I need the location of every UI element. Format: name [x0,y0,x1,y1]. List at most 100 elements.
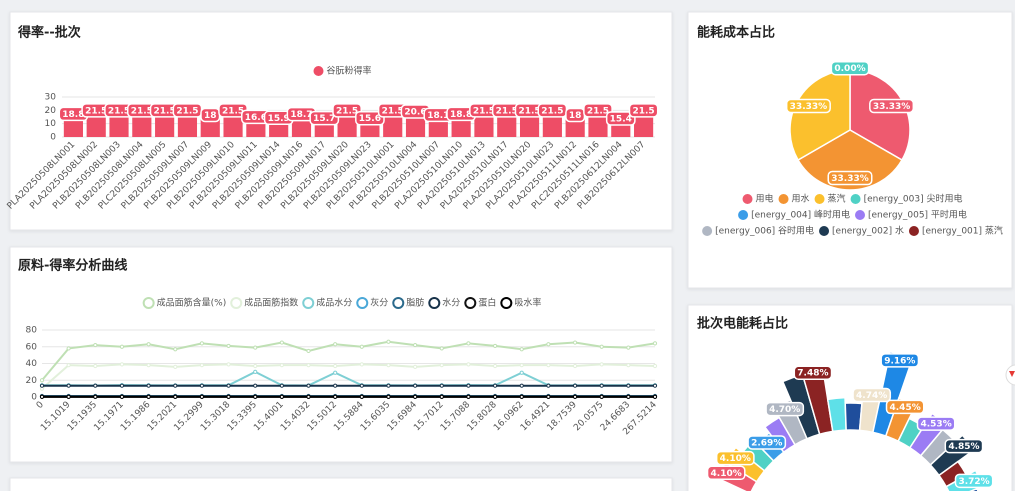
legend-icon [313,66,324,76]
line-point [93,383,98,388]
side-button[interactable] [1005,364,1015,386]
data-label-box [793,365,833,380]
legend-icon [302,297,315,309]
data-label: 21.5 [632,106,654,116]
legend-label: 谷朊粉得率 [326,65,371,77]
data-label: 4.45% [890,403,921,413]
data-label-box [332,103,362,118]
line [41,340,656,381]
line-point [572,363,578,369]
data-label: 18 [204,111,217,121]
legend-icon [738,210,749,220]
card-title: 批次电能耗占比 [697,316,788,332]
y-tick-label: 0 [31,393,37,403]
line-point [146,394,151,399]
line-point [253,369,258,374]
card [9,477,673,491]
legend-icon [428,297,441,309]
data-label: 4.53% [920,420,951,430]
line-point [413,342,418,348]
line-point [199,363,205,368]
line-point [626,394,631,399]
data-label: 21.5 [587,106,609,116]
line-point [173,347,178,352]
data-label-box [880,353,920,368]
line-point [359,344,364,349]
line-point [146,342,151,347]
legend-label: [energy_005] 平时用电 [868,209,967,221]
card [9,246,673,463]
legend-icon [742,194,753,204]
line-point [279,383,284,388]
legend-icon [392,297,405,309]
line-point [626,363,631,368]
data-label: 4.74% [856,391,887,401]
data-label: 33.33% [873,102,911,112]
y-tick-label: 60 [26,342,38,352]
data-label: 33.33% [831,174,869,184]
line-point [173,394,178,399]
legend-label: 蛋白 [478,297,496,309]
line-point [519,383,524,388]
legend-item: [energy_006] 谷时用电 [702,225,814,237]
legend-item: 灰分 [356,297,388,309]
line-point [572,383,578,388]
data-label-box [583,103,613,118]
legend-label: [energy_002] 水 [832,225,904,237]
line-point [439,363,444,368]
data-label: 21.5 [108,106,130,116]
line-point [199,383,205,388]
data-label-box [944,438,984,454]
legend-label: [energy_003] 尖时用电 [864,193,963,205]
data-label: 21.5 [496,106,518,116]
legend-icon [850,194,861,204]
line-point [146,363,151,368]
data-label-box [605,111,636,126]
data-label: 21.5 [382,106,404,116]
legend-label: 成品面筋指数 [244,297,298,309]
data-label: 15.7 [313,114,335,124]
legend-label: 蒸汽 [828,193,846,205]
legend-item: [energy_003] 尖时用电 [850,193,963,205]
rose-chart: 4.10%4.10%2.69%4.70%7.48%4.74%9.16%4.45%… [706,350,994,491]
line-point [146,383,151,388]
line-point [359,362,364,367]
line-point [386,394,391,399]
line-point [226,383,231,388]
legend-item: [energy_001] 蒸汽 [908,225,1003,237]
legend-icon [814,194,825,204]
legend-item: [energy_004] 峰时用电 [738,209,850,221]
data-label-box [869,98,915,114]
line-point [253,363,258,369]
line-point [333,342,338,347]
data-label-box [706,465,746,481]
card-title: 原料-得率分析曲线 [18,258,127,274]
line-point [66,346,71,351]
y-tick-label: 20 [26,376,38,386]
line-point [39,394,45,399]
data-label: 18.7 [290,110,312,120]
line-point [626,383,631,388]
legend-item: 水分 [428,297,460,309]
legend-icon [908,226,919,236]
line-point [386,363,391,368]
line-point [119,383,125,388]
data-label: 15.4 [610,114,632,124]
line-point [359,394,364,399]
legend-icon [500,297,513,309]
line-point [519,370,524,375]
line-point [413,364,418,369]
data-label: 7.48% [797,369,828,379]
line-point [519,347,524,352]
line-point [119,344,125,349]
y-tick-label: 20 [45,106,57,116]
line [41,363,656,390]
data-label-box [628,103,659,118]
legend-icon [356,297,369,309]
side-icon [1009,371,1015,377]
line-point [466,362,471,367]
legend-label: 水分 [442,297,460,309]
data-label: 4.85% [948,442,979,452]
